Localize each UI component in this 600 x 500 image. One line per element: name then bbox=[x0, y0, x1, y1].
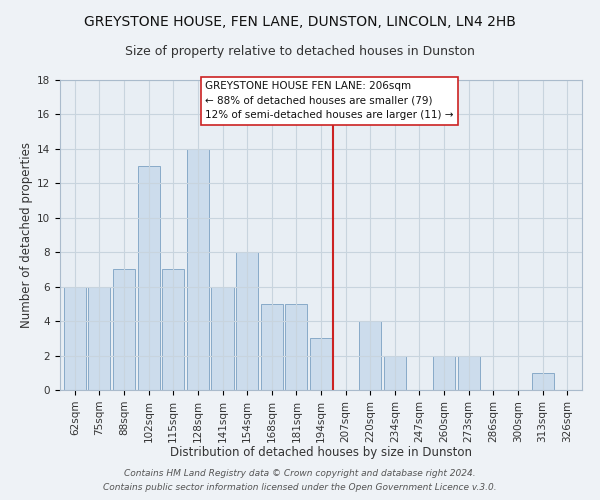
Bar bbox=[113, 270, 135, 390]
Bar bbox=[260, 304, 283, 390]
Text: Size of property relative to detached houses in Dunston: Size of property relative to detached ho… bbox=[125, 45, 475, 58]
Bar bbox=[187, 149, 209, 390]
Y-axis label: Number of detached properties: Number of detached properties bbox=[20, 142, 33, 328]
Bar bbox=[532, 373, 554, 390]
Bar bbox=[64, 286, 86, 390]
Bar bbox=[384, 356, 406, 390]
Bar bbox=[310, 338, 332, 390]
Text: Contains public sector information licensed under the Open Government Licence v.: Contains public sector information licen… bbox=[103, 484, 497, 492]
Bar bbox=[236, 252, 258, 390]
Bar bbox=[88, 286, 110, 390]
Bar bbox=[137, 166, 160, 390]
Bar bbox=[285, 304, 307, 390]
Bar bbox=[211, 286, 233, 390]
Bar bbox=[359, 321, 382, 390]
X-axis label: Distribution of detached houses by size in Dunston: Distribution of detached houses by size … bbox=[170, 446, 472, 459]
Text: Contains HM Land Registry data © Crown copyright and database right 2024.: Contains HM Land Registry data © Crown c… bbox=[124, 468, 476, 477]
Bar bbox=[458, 356, 480, 390]
Bar bbox=[162, 270, 184, 390]
Text: GREYSTONE HOUSE FEN LANE: 206sqm
← 88% of detached houses are smaller (79)
12% o: GREYSTONE HOUSE FEN LANE: 206sqm ← 88% o… bbox=[205, 81, 454, 120]
Bar bbox=[433, 356, 455, 390]
Text: GREYSTONE HOUSE, FEN LANE, DUNSTON, LINCOLN, LN4 2HB: GREYSTONE HOUSE, FEN LANE, DUNSTON, LINC… bbox=[84, 15, 516, 29]
